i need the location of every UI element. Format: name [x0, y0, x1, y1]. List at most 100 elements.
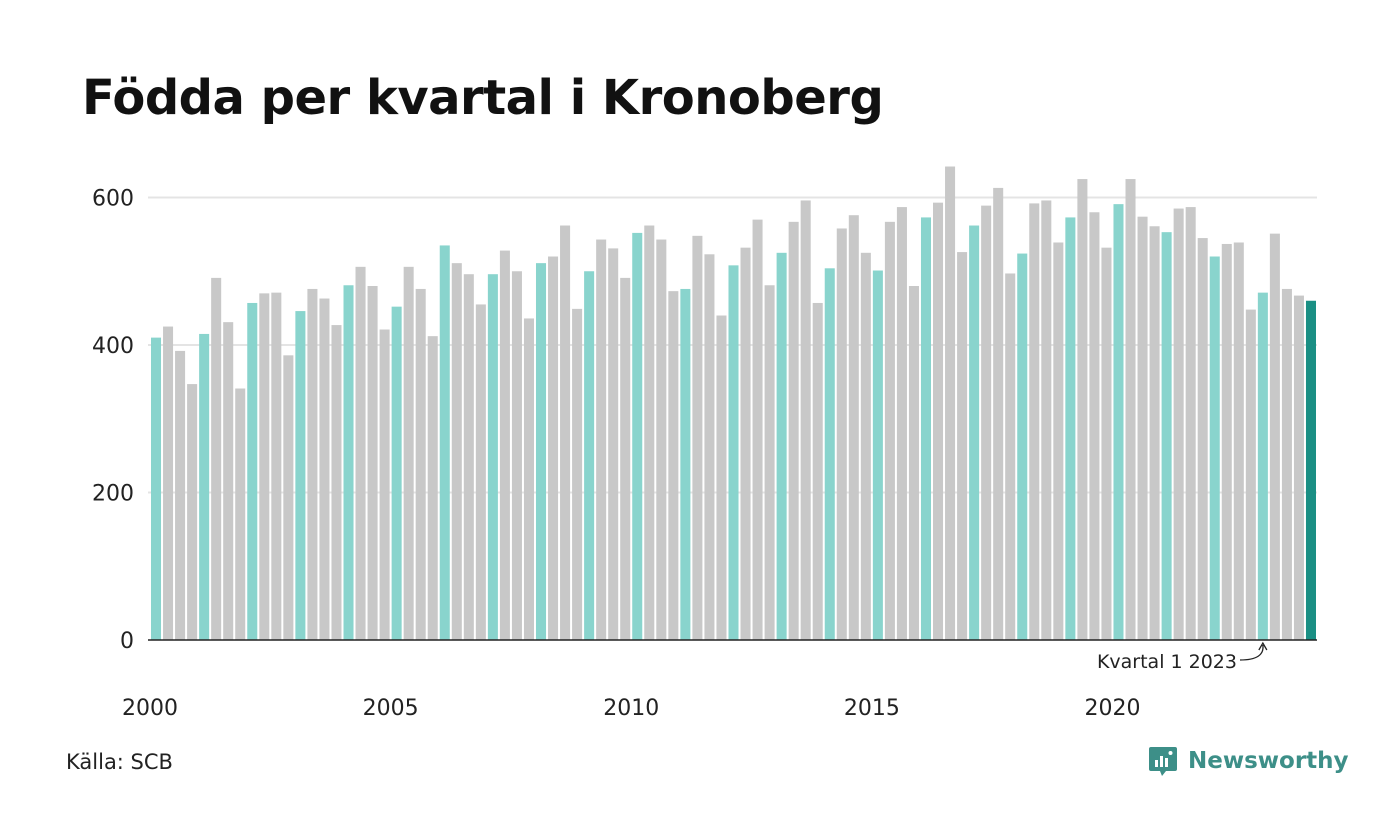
bar	[1161, 232, 1172, 640]
bar	[1173, 208, 1184, 640]
bar	[163, 326, 174, 640]
bar	[656, 239, 667, 640]
bar	[1305, 300, 1316, 640]
bar	[487, 274, 498, 640]
bar	[836, 228, 847, 640]
bar	[451, 263, 462, 640]
bar	[752, 219, 763, 640]
bar	[151, 337, 162, 640]
bar	[1053, 242, 1064, 641]
bar	[355, 266, 366, 640]
bar	[764, 285, 775, 640]
bar	[1065, 217, 1076, 640]
bar	[175, 350, 186, 640]
bar	[788, 221, 799, 640]
bar	[884, 221, 895, 640]
bar	[331, 325, 342, 640]
bar	[824, 268, 835, 640]
bar	[283, 355, 294, 640]
bar	[319, 298, 330, 640]
bar	[920, 217, 932, 640]
annotation-arrow	[1239, 641, 1268, 661]
bar	[343, 285, 354, 640]
bar	[632, 232, 643, 640]
bar	[367, 286, 378, 640]
x-tick-label: 2015	[844, 696, 900, 721]
bar	[1245, 309, 1256, 640]
bar	[391, 306, 402, 640]
bar	[403, 266, 414, 640]
bar	[1029, 203, 1040, 640]
bar	[716, 315, 727, 640]
bar	[1293, 295, 1304, 640]
bar	[1197, 238, 1208, 640]
bar	[187, 384, 198, 640]
bar	[848, 215, 859, 640]
x-tick-label: 2020	[1084, 696, 1140, 721]
y-axis-tick-labels: 0 200 400 600	[92, 187, 134, 655]
bars	[151, 166, 1316, 641]
bar	[427, 336, 438, 640]
bar	[475, 304, 486, 640]
bar	[199, 333, 210, 640]
bar	[1233, 242, 1244, 641]
bar	[1125, 179, 1136, 640]
bar	[307, 288, 318, 640]
bar	[872, 270, 883, 640]
bar	[499, 250, 510, 640]
bar	[271, 292, 282, 640]
bar	[584, 271, 595, 640]
bar	[1017, 253, 1028, 641]
bar	[1089, 212, 1100, 640]
bar	[981, 205, 992, 641]
x-tick-label: 2000	[122, 696, 178, 721]
bar	[259, 293, 270, 640]
bar	[1209, 256, 1220, 640]
x-tick-label: 2010	[603, 696, 659, 721]
bar	[596, 239, 607, 640]
bar	[608, 248, 619, 640]
bar	[728, 265, 739, 640]
bar	[211, 277, 222, 640]
bar	[1077, 179, 1088, 640]
annotation: Kvartal 1 2023	[1097, 641, 1268, 673]
bar	[896, 207, 907, 640]
bar	[1257, 292, 1268, 640]
bar	[439, 245, 450, 640]
bar	[1185, 207, 1196, 640]
bar	[560, 225, 571, 640]
bar	[945, 166, 956, 640]
bar	[1041, 200, 1052, 640]
bar	[620, 277, 631, 640]
bar	[1005, 273, 1016, 640]
bar	[800, 200, 811, 640]
brand[interactable]: Newsworthy	[1148, 744, 1349, 778]
page-title: Födda per kvartal i Kronoberg	[82, 70, 884, 126]
y-tick-label: 400	[92, 334, 134, 359]
y-tick-label: 200	[92, 482, 134, 507]
newsworthy-logo-icon	[1149, 747, 1177, 776]
bar	[644, 225, 655, 640]
bar	[969, 225, 980, 640]
bar	[668, 291, 679, 640]
bar	[860, 252, 871, 640]
bar	[247, 302, 258, 640]
bar	[957, 252, 968, 640]
bar	[1137, 216, 1148, 641]
bar	[511, 271, 522, 640]
bar	[704, 254, 715, 640]
bar	[1269, 233, 1280, 640]
bar	[993, 187, 1004, 640]
bar	[812, 302, 823, 640]
bar	[1113, 204, 1124, 640]
bar	[933, 202, 944, 640]
bar	[776, 252, 787, 640]
bar	[463, 274, 474, 640]
bar	[1221, 243, 1232, 640]
x-axis-tick-labels: 2000 2005 2010 2015 2020	[122, 696, 1140, 721]
bar	[415, 288, 426, 640]
bar	[295, 311, 306, 640]
bar	[680, 288, 691, 640]
bar	[1101, 247, 1112, 640]
bar	[235, 388, 246, 640]
